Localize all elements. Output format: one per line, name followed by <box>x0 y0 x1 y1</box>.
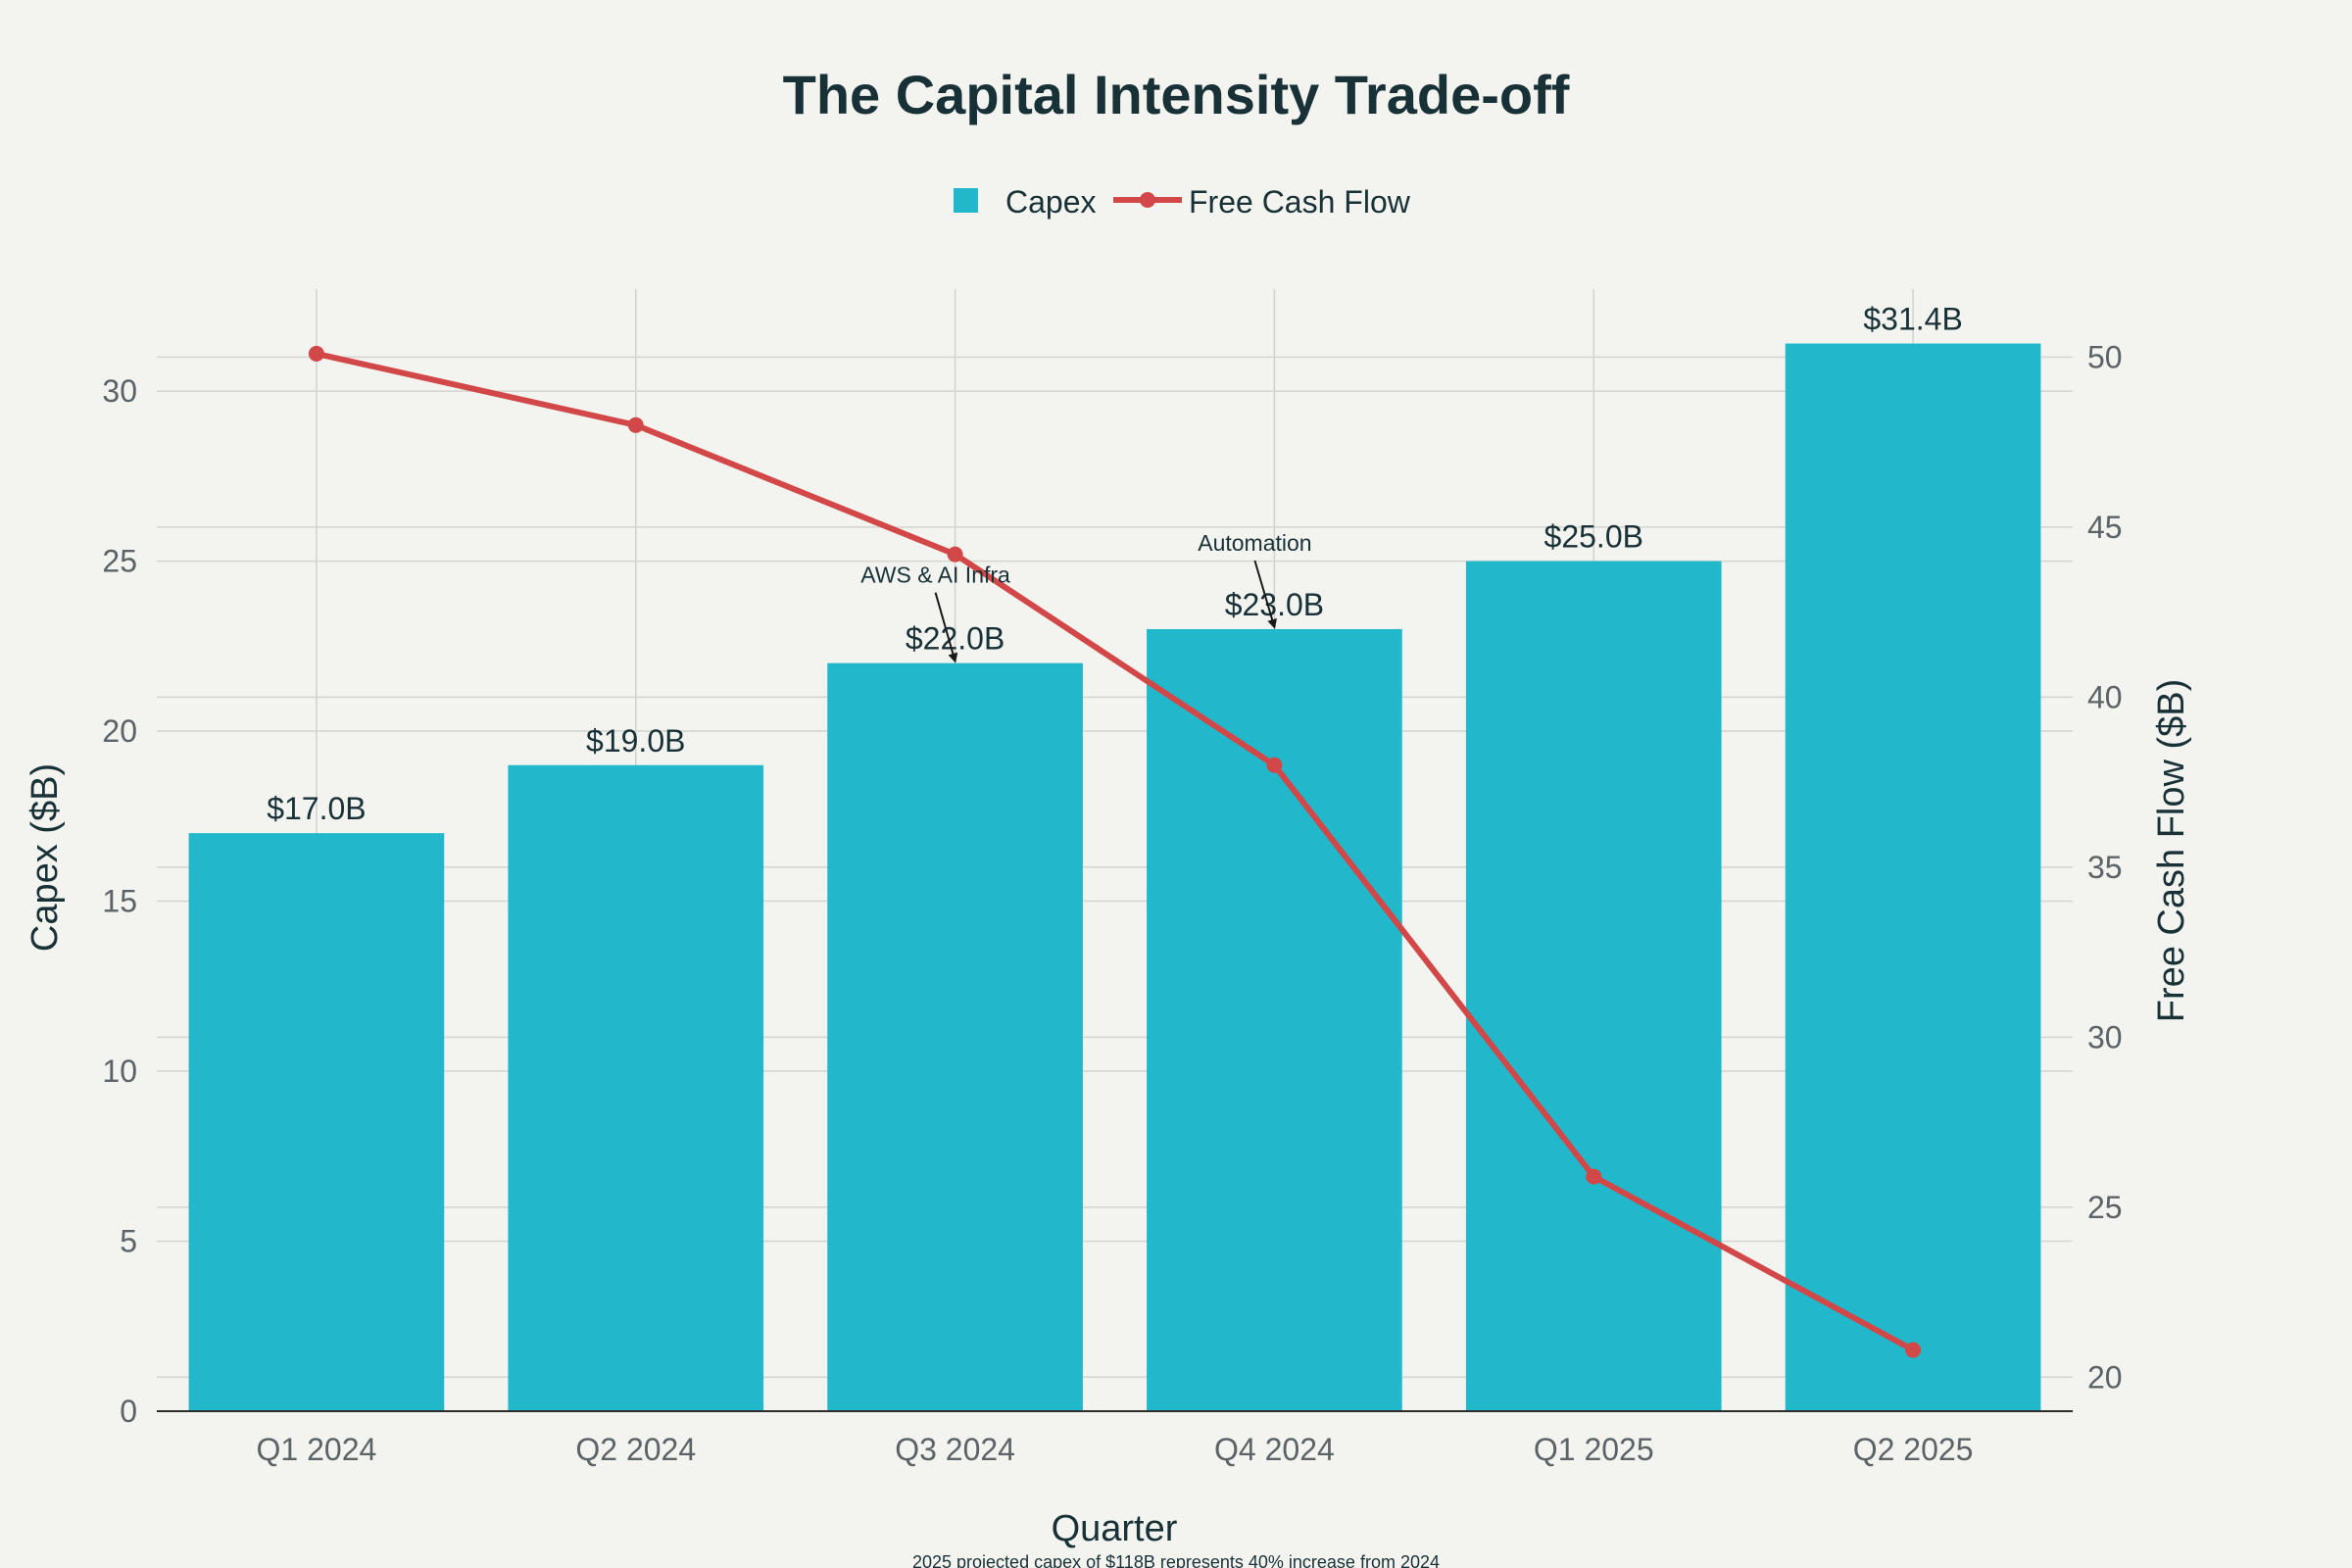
horizontal-gridlines <box>157 356 2073 1379</box>
y-tick-label-right: 30 <box>2087 1019 2123 1054</box>
legend-capex-swatch <box>954 188 978 213</box>
capex-bar <box>508 764 764 1411</box>
capex-bars <box>188 343 2041 1411</box>
y-tick-label-right: 20 <box>2087 1359 2123 1395</box>
capex-bar <box>1465 561 1722 1411</box>
y-tick-label-right: 25 <box>2087 1190 2123 1225</box>
y-tick-label-left: 5 <box>120 1224 137 1259</box>
y-tick-label-left: 0 <box>120 1394 137 1429</box>
legend: Capex Free Cash Flow <box>954 184 1411 220</box>
x-axis-title: Quarter <box>1052 1508 1178 1549</box>
bar-value-label: $23.0B <box>1225 587 1324 622</box>
annotation-label: Automation <box>1198 530 1311 556</box>
fcf-point <box>308 345 324 362</box>
legend-fcf-marker <box>1140 192 1155 208</box>
fcf-point <box>1586 1168 1602 1185</box>
y-tick-label-right: 35 <box>2087 850 2123 885</box>
capex-bar <box>188 833 445 1411</box>
bar-value-label: $17.0B <box>267 791 366 826</box>
annotations: AWS & AI Infra Automation <box>860 530 1312 663</box>
axes: Q1 2024 Q2 2024 Q3 2024 Q4 2024 Q1 2025 Q2 20… <box>102 339 2122 1467</box>
x-tick-label: Q2 2024 <box>575 1432 696 1467</box>
x-tick-label: Q1 2025 <box>1534 1432 1654 1467</box>
annotation-arrow <box>934 592 958 663</box>
y-tick-label-right: 40 <box>2087 679 2123 714</box>
x-tick-label: Q4 2024 <box>1214 1432 1335 1467</box>
bar-value-label: $22.0B <box>906 621 1004 657</box>
chart-title: The Capital Intensity Trade-off <box>783 64 1570 125</box>
x-tick-label: Q1 2024 <box>257 1432 377 1467</box>
y-tick-label-left: 20 <box>102 713 137 749</box>
y-tick-label-left: 10 <box>102 1054 137 1089</box>
fcf-point <box>1905 1342 1922 1358</box>
legend-fcf-label: Free Cash Flow <box>1189 184 1411 220</box>
y-tick-label-left: 30 <box>102 373 137 409</box>
footnote: 2025 projected capex of $118B represents… <box>912 1552 1440 1568</box>
fcf-point <box>1266 757 1283 773</box>
bar-value-label: $31.4B <box>1863 302 1962 337</box>
bar-data-labels: $17.0B $19.0B $22.0B $23.0B $25.0B $31.4B <box>267 302 1963 827</box>
legend-capex-label: Capex <box>1005 184 1097 220</box>
fcf-point <box>947 546 963 563</box>
fcf-line <box>316 350 1915 1353</box>
annotation-arrow <box>1253 560 1277 629</box>
capex-bar <box>1147 628 1402 1411</box>
x-tick-label: Q2 2025 <box>1853 1432 1974 1467</box>
capex-bar <box>827 662 1083 1411</box>
fcf-point <box>627 416 644 433</box>
y-tick-label-left: 25 <box>102 544 137 579</box>
y-axis-left-title: Capex ($B) <box>24 763 66 952</box>
bar-value-label: $25.0B <box>1544 519 1643 555</box>
fcf-line-series <box>308 345 1922 1358</box>
y-tick-label-right: 50 <box>2087 339 2123 374</box>
y-tick-label-right: 45 <box>2087 510 2123 545</box>
capex-bar <box>1785 343 2041 1411</box>
x-tick-label: Q3 2024 <box>895 1432 1015 1467</box>
bar-value-label: $19.0B <box>586 723 685 759</box>
y-axis-right-title: Free Cash Flow ($B) <box>2151 679 2192 1023</box>
annotation-label: AWS & AI Infra <box>860 563 1010 588</box>
y-tick-label-left: 15 <box>102 884 137 919</box>
